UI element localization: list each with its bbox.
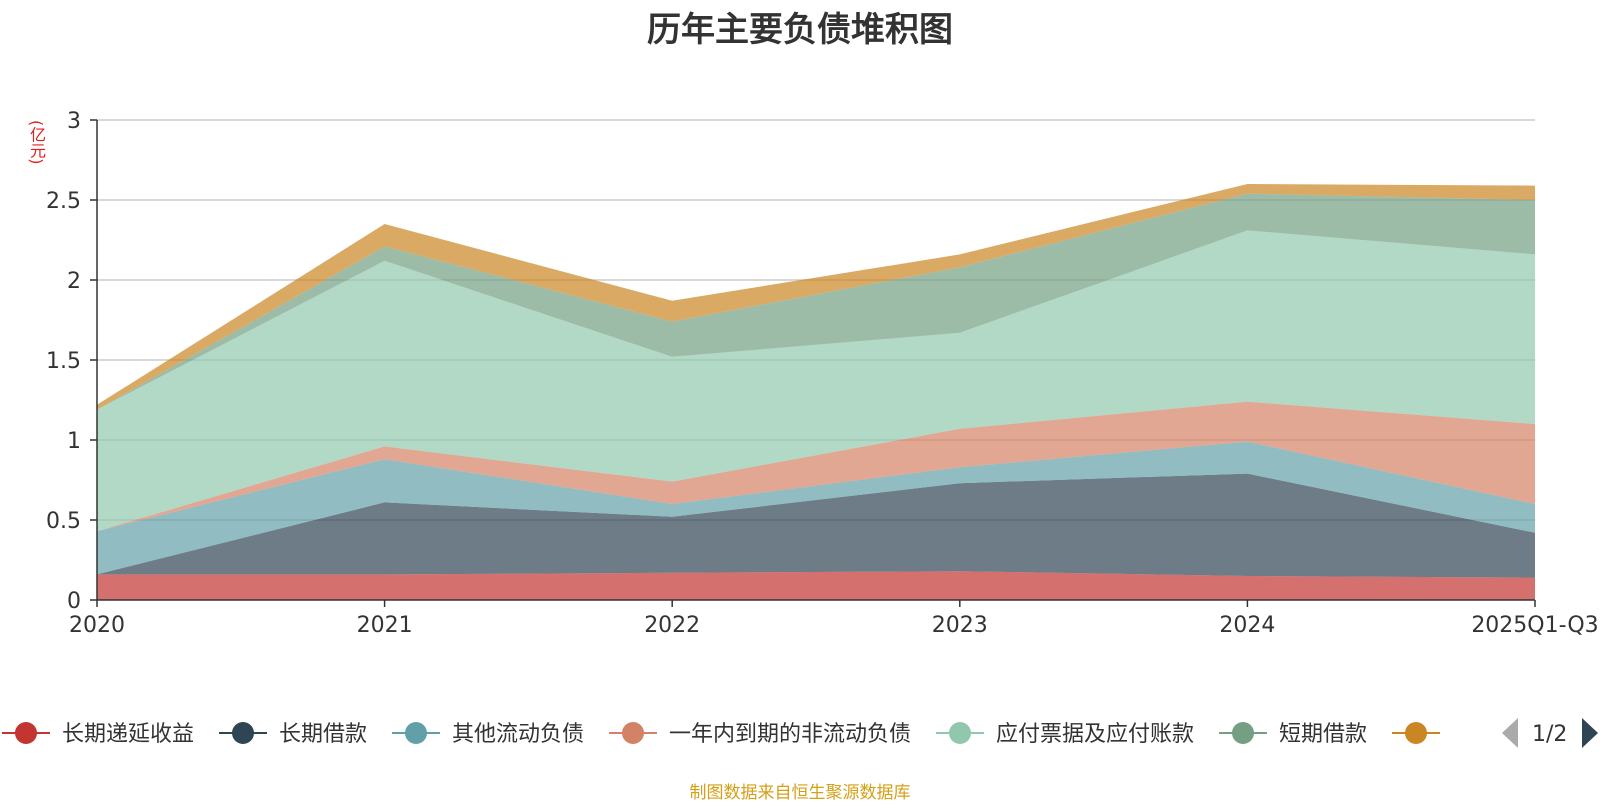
x-tick-label: 2020 <box>69 613 125 638</box>
area-series-2 <box>97 441 1535 575</box>
legend-item-4[interactable]: 应付票据及应付账款 <box>936 722 1194 747</box>
stacked-areas <box>97 184 1535 600</box>
x-tick-label: 2025Q1-Q3 <box>1471 613 1598 638</box>
y-axis-unit-label: (亿元) <box>27 120 46 165</box>
x-tick-label: 2024 <box>1219 613 1275 638</box>
y-tick-label: 0 <box>67 589 81 614</box>
legend: 长期递延收益 长期借款 其他流动负债 一年内到期的非流动负债 应付票据及应付账款 短期借款… <box>2 718 1598 748</box>
legend-marker <box>622 722 644 744</box>
legend-prev-arrow-icon[interactable] <box>1502 718 1518 748</box>
legend-marker <box>1232 722 1254 744</box>
legend-item-3[interactable]: 一年内到期的非流动负债 <box>609 722 911 747</box>
y-tick-label: 2.5 <box>46 189 81 214</box>
legend-marker <box>949 722 971 744</box>
legend-marker <box>405 722 427 744</box>
area-series-5 <box>97 193 1535 410</box>
legend-label: 其他流动负债 <box>452 722 584 747</box>
x-tick-label: 2021 <box>357 613 413 638</box>
legend-label: 一年内到期的非流动负债 <box>669 722 911 747</box>
legend-label: 短期借款 <box>1279 722 1367 747</box>
legend-item-0[interactable]: 长期递延收益 <box>2 722 194 747</box>
legend-item-6[interactable] <box>1392 722 1440 744</box>
legend-item-1[interactable]: 长期借款 <box>219 722 367 747</box>
legend-item-5[interactable]: 短期借款 <box>1219 722 1367 747</box>
legend-page-indicator: 1/2 <box>1532 722 1567 747</box>
area-series-1 <box>97 473 1535 578</box>
legend-item-2[interactable]: 其他流动负债 <box>392 722 584 747</box>
legend-label: 长期借款 <box>279 722 367 747</box>
axes: 0 0.5 1 1.5 2 2.5 3 2020 2021 2022 2023 2024 2025Q1-… <box>46 109 1599 638</box>
area-series-4 <box>97 230 1535 532</box>
y-tick-label: 0.5 <box>46 509 81 534</box>
area-series-0 <box>97 571 1535 600</box>
legend-label: 应付票据及应付账款 <box>996 722 1194 747</box>
area-series-3 <box>97 401 1535 532</box>
y-tick-label: 1 <box>67 429 81 454</box>
y-tick-label: 3 <box>67 109 81 134</box>
legend-next-arrow-icon[interactable] <box>1582 718 1598 748</box>
x-tick-label: 2022 <box>644 613 700 638</box>
chart-title: 历年主要负债堆积图 <box>647 10 953 50</box>
legend-marker <box>15 722 37 744</box>
y-tick-label: 1.5 <box>46 349 81 374</box>
legend-marker <box>1405 722 1427 744</box>
x-tick-label: 2023 <box>932 613 988 638</box>
source-note: 制图数据来自恒生聚源数据库 <box>689 783 911 803</box>
legend-label: 长期递延收益 <box>62 722 194 747</box>
y-tick-label: 2 <box>67 269 81 294</box>
legend-marker <box>232 722 254 744</box>
